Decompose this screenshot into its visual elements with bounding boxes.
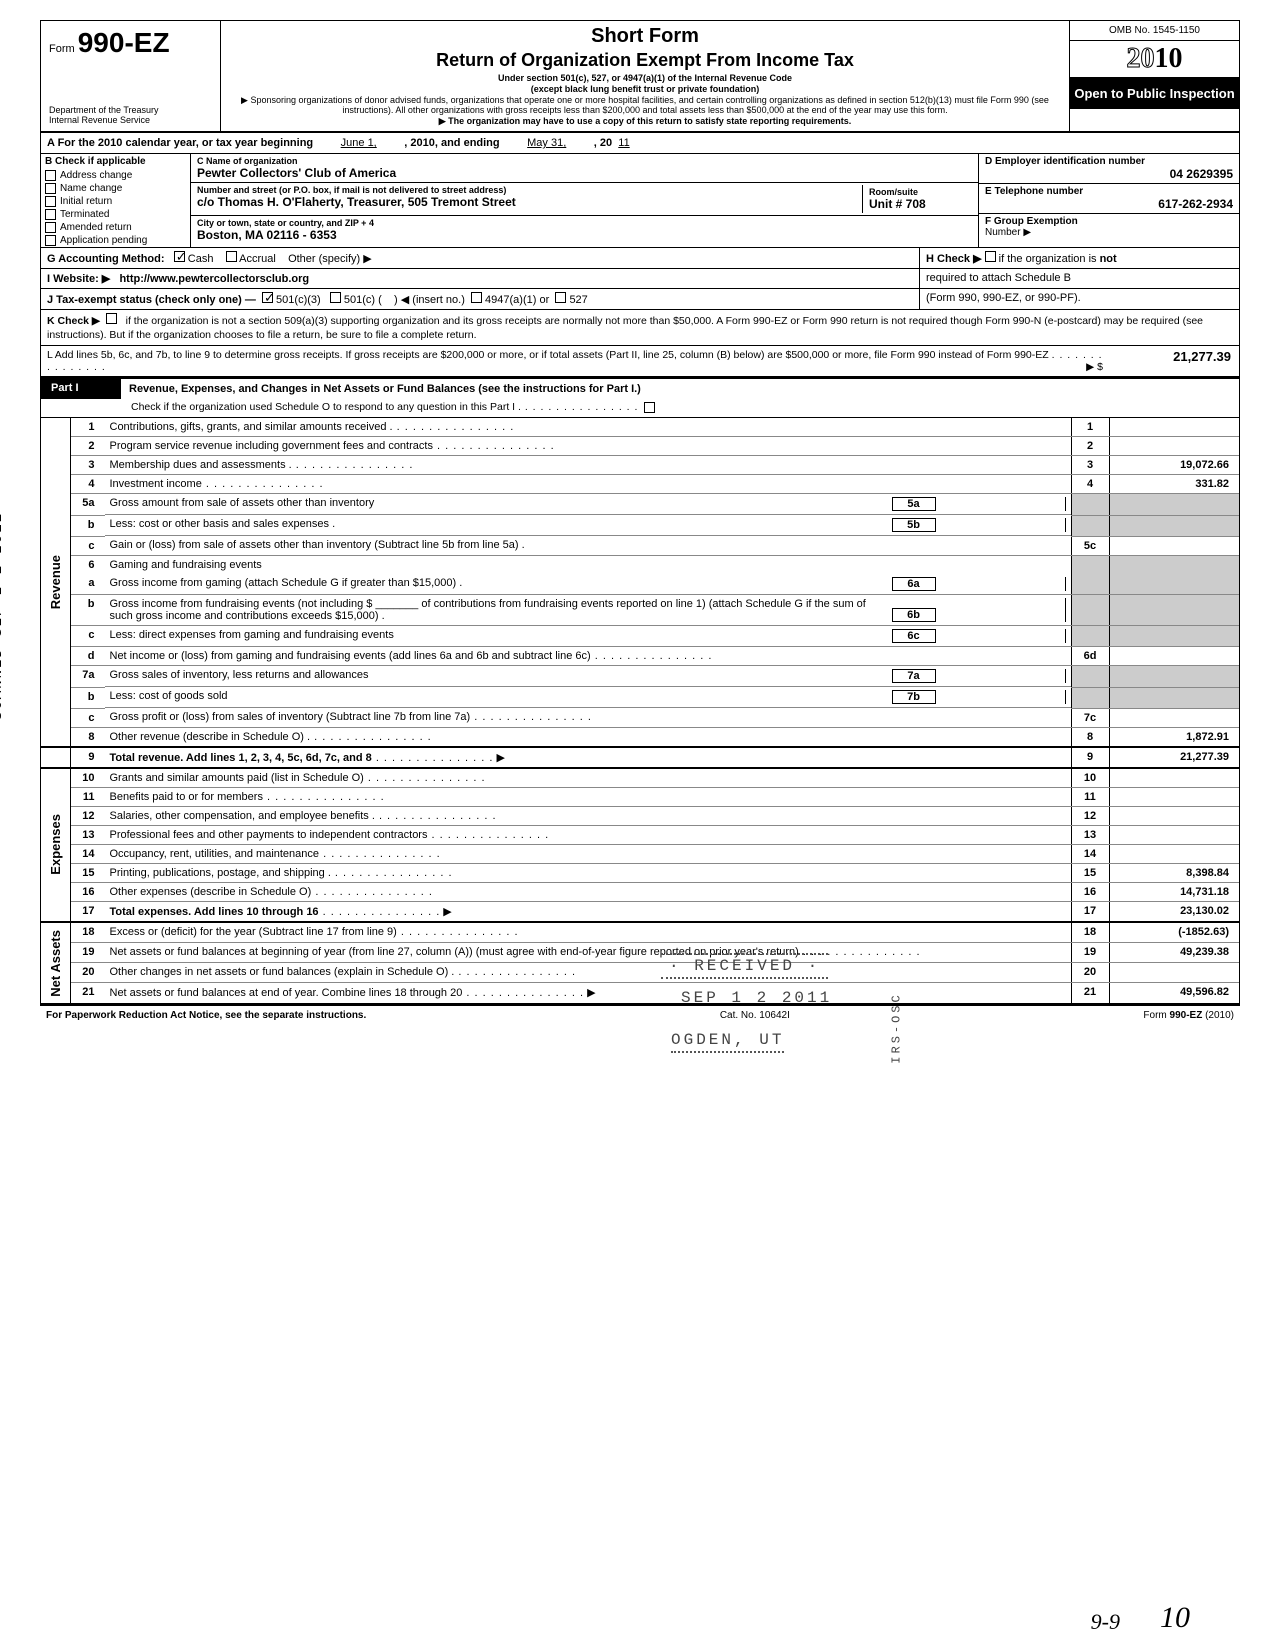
scanned-stamp: SCANNED SEP 2 1 2011 — [0, 512, 6, 720]
handwriting-2: 10 — [1160, 1601, 1190, 1635]
form-number: Form 990-EZ — [49, 27, 212, 59]
chk-501c3[interactable] — [262, 292, 273, 303]
name-label: C Name of organization — [197, 156, 972, 166]
addr-label: Number and street (or P.O. box, if mail … — [197, 185, 862, 195]
chk-4947[interactable] — [471, 292, 482, 303]
part1-table: Revenue 1Contributions, gifts, grants, a… — [41, 418, 1239, 1005]
room-value: Unit # 708 — [869, 197, 966, 211]
handwriting-1: 9-9 — [1091, 1609, 1120, 1635]
chk-name-change[interactable]: Name change — [41, 182, 190, 195]
subtitle-4: ▶ The organization may have to use a cop… — [231, 116, 1059, 127]
chk-schedule-b[interactable] — [985, 251, 996, 262]
chk-app-pending[interactable]: Application pending — [41, 234, 190, 247]
dept-treasury: Department of the Treasury Internal Reve… — [49, 105, 212, 125]
open-to-public: Open to Public Inspection — [1070, 78, 1239, 109]
return-title: Return of Organization Exempt From Incom… — [231, 50, 1059, 71]
org-city: Boston, MA 02116 - 6353 — [197, 228, 972, 242]
page-footer: For Paperwork Reduction Act Notice, see … — [40, 1006, 1240, 1025]
subtitle-1: Under section 501(c), 527, or 4947(a)(1)… — [231, 73, 1059, 84]
subtitle-3: ▶ Sponsoring organizations of donor advi… — [231, 95, 1059, 117]
form-header: Form 990-EZ Department of the Treasury I… — [41, 21, 1239, 133]
part1-header: Part I Revenue, Expenses, and Changes in… — [41, 378, 1239, 399]
k-text: if the organization is not a section 509… — [47, 315, 1203, 341]
chk-cash[interactable] — [174, 251, 185, 262]
subtitle-2: (except black lung benefit trust or priv… — [231, 84, 1059, 95]
ein-label: D Employer identification number — [985, 156, 1233, 167]
org-info-block: B Check if applicable Address change Nam… — [41, 154, 1239, 248]
part1-sub: Check if the organization used Schedule … — [41, 399, 1239, 418]
row-l: L Add lines 5b, 6c, and 7b, to line 9 to… — [41, 346, 1239, 378]
tel-label: E Telephone number — [985, 186, 1233, 197]
form-ref: Form 990-EZ (2010) — [1143, 1010, 1234, 1021]
h-continued-2: (Form 990, 990-EZ, or 990-PF). — [919, 289, 1239, 309]
grp-number: Number ▶ — [985, 227, 1233, 238]
short-form-title: Short Form — [231, 25, 1059, 48]
chk-schedule-o[interactable] — [644, 402, 655, 413]
row-i-j: I Website: ▶ http://www.pewtercollectors… — [41, 269, 1239, 289]
omb-number: OMB No. 1545-1150 — [1070, 21, 1239, 41]
row-j: J Tax-exempt status (check only one) — 5… — [41, 289, 1239, 310]
chk-501c[interactable] — [330, 292, 341, 303]
room-label: Room/suite — [869, 187, 966, 197]
h-text: if the organization is not — [999, 253, 1117, 265]
chk-amended[interactable]: Amended return — [41, 221, 190, 234]
chk-address-change[interactable]: Address change — [41, 169, 190, 182]
chk-k[interactable] — [106, 313, 117, 324]
row-g-h: G Accounting Method: Cash Accrual Other … — [41, 248, 1239, 269]
org-name: Pewter Collectors' Club of America — [197, 166, 972, 180]
chk-accrual[interactable] — [226, 251, 237, 262]
expenses-label: Expenses — [46, 810, 65, 879]
revenue-label: Revenue — [46, 551, 65, 613]
h-continued: required to attach Schedule B — [919, 269, 1239, 288]
tel-value: 617-262-2934 — [985, 197, 1233, 211]
row-k: K Check ▶ if the organization is not a s… — [41, 310, 1239, 346]
chk-527[interactable] — [555, 292, 566, 303]
gross-receipts: 21,277.39 — [1109, 346, 1239, 376]
chk-initial-return[interactable]: Initial return — [41, 195, 190, 208]
grp-label: F Group Exemption — [985, 216, 1233, 227]
col-b-header: B Check if applicable — [41, 154, 190, 169]
ein-value: 04 2629395 — [985, 167, 1233, 181]
city-label: City or town, state or country, and ZIP … — [197, 218, 972, 228]
tax-year: 2010 — [1070, 41, 1239, 78]
ogden-stamp: OGDEN, UT — [671, 1031, 784, 1053]
netassets-label: Net Assets — [46, 926, 65, 1001]
chk-terminated[interactable]: Terminated — [41, 208, 190, 221]
org-address: c/o Thomas H. O'Flaherty, Treasurer, 505… — [197, 195, 862, 209]
line-a-tax-year: A For the 2010 calendar year, or tax yea… — [41, 133, 1239, 154]
form-990ez: Form 990-EZ Department of the Treasury I… — [40, 20, 1240, 1006]
website-url: http://www.pewtercollectorsclub.org — [119, 273, 309, 285]
